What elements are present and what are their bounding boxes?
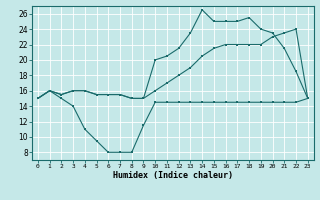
X-axis label: Humidex (Indice chaleur): Humidex (Indice chaleur) [113,171,233,180]
